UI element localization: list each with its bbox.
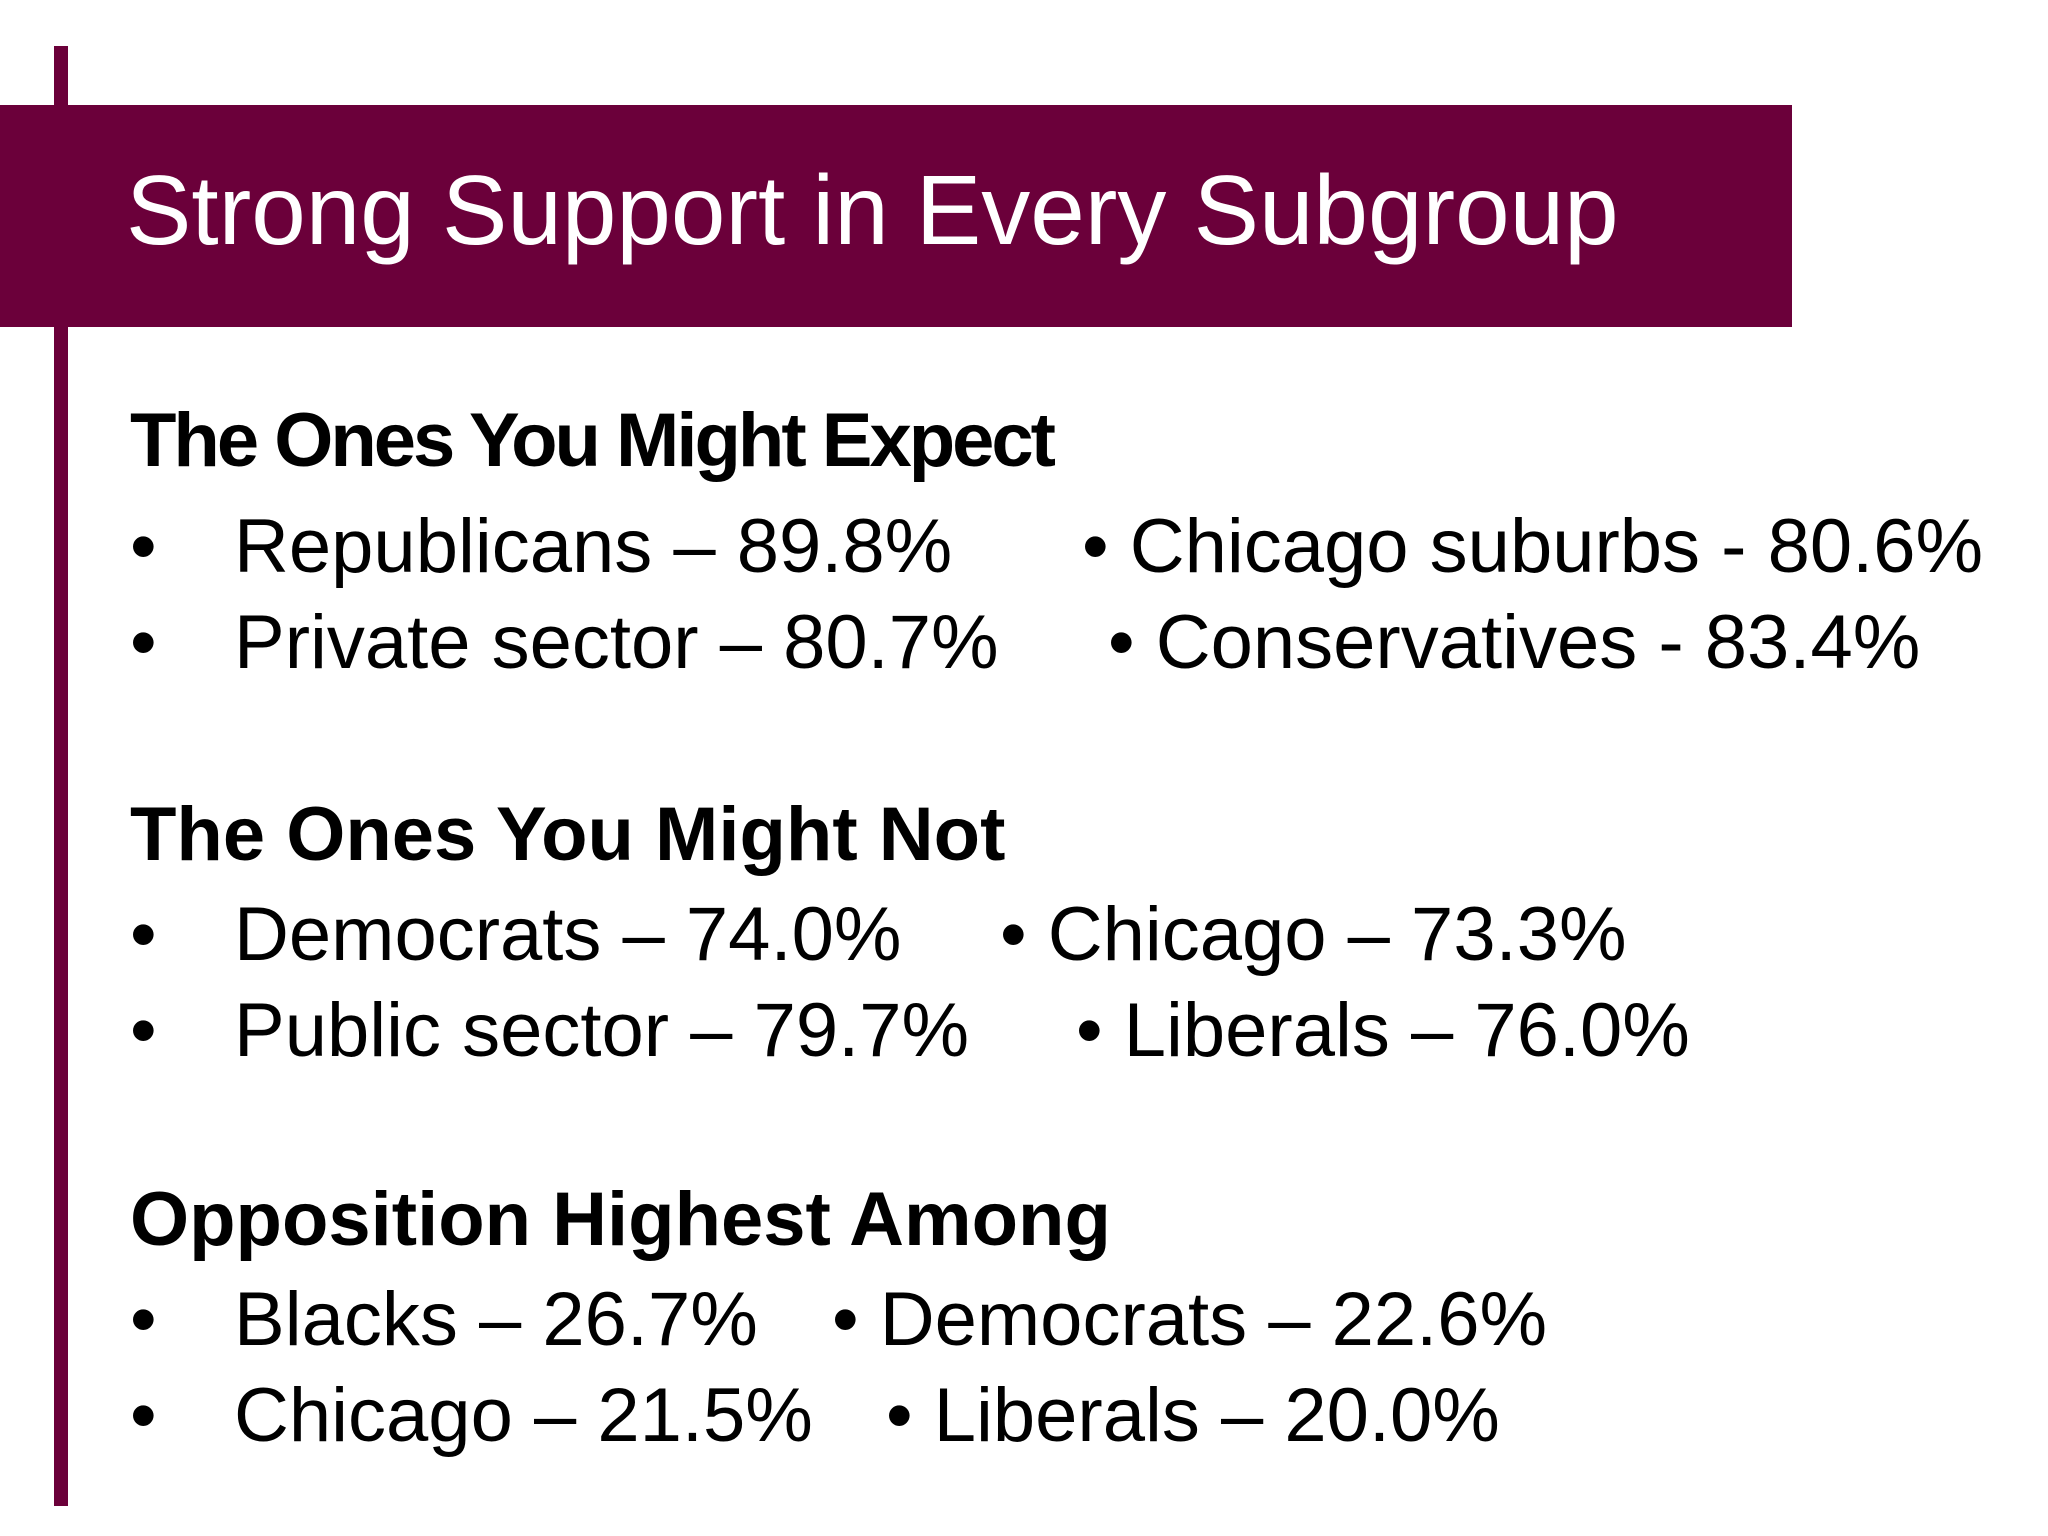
- list-item-right: • Liberals – 20.0%: [886, 1373, 1500, 1458]
- bullet-icon: •: [130, 1277, 157, 1362]
- section-heading-unexpected: The Ones You Might Not: [130, 792, 1006, 877]
- bullet-icon: •: [130, 988, 157, 1073]
- bullet-icon: •: [130, 1373, 157, 1458]
- list-item-left: Blacks – 26.7%: [234, 1277, 758, 1362]
- section-heading-expected: The Ones You Might Expect: [130, 398, 1056, 483]
- list-item-right: • Liberals – 76.0%: [1076, 988, 1690, 1073]
- slide-title: Strong Support in Every Subgroup: [126, 155, 1619, 265]
- list-item-right: • Conservatives - 83.4%: [1108, 600, 1921, 685]
- list-item-right: • Democrats – 22.6%: [832, 1277, 1548, 1362]
- title-banner: [0, 105, 1792, 327]
- list-item-left: Republicans – 89.8%: [234, 504, 953, 589]
- list-item-left: Public sector – 79.7%: [234, 988, 970, 1073]
- accent-vertical-rule: [54, 46, 68, 1506]
- list-item-right: • Chicago suburbs - 80.6%: [1082, 504, 1984, 589]
- list-item-left: Private sector – 80.7%: [234, 600, 999, 685]
- list-item-left: Chicago – 21.5%: [234, 1373, 813, 1458]
- list-item-left: Democrats – 74.0%: [234, 892, 902, 977]
- list-item-right: • Chicago – 73.3%: [1000, 892, 1627, 977]
- bullet-icon: •: [130, 504, 157, 589]
- bullet-icon: •: [130, 892, 157, 977]
- section-heading-opposition: Opposition Highest Among: [130, 1177, 1111, 1262]
- bullet-icon: •: [130, 600, 157, 685]
